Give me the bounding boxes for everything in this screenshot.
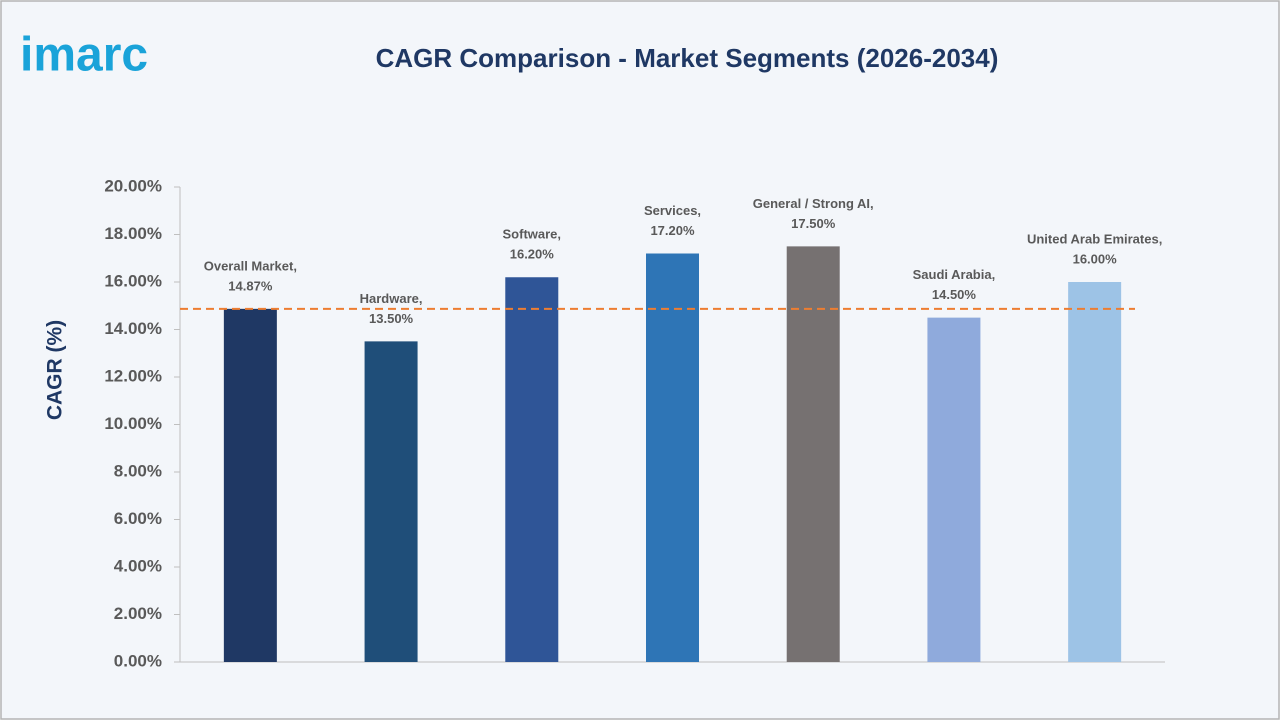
bar <box>786 246 840 662</box>
data-label-value: 14.87% <box>228 278 273 293</box>
data-label-value: 16.20% <box>510 247 555 262</box>
data-label-name: Software, <box>503 227 562 242</box>
y-tick-label: 20.00% <box>104 176 162 195</box>
data-label-name: Services, <box>644 203 701 218</box>
y-tick-label: 16.00% <box>104 271 162 290</box>
logo: imarc <box>20 29 148 82</box>
data-label-name: Overall Market, <box>204 258 297 273</box>
data-label-value: 14.50% <box>932 287 977 302</box>
bar <box>364 341 418 662</box>
y-tick-label: 0.00% <box>114 651 162 670</box>
y-tick-label: 10.00% <box>104 414 162 433</box>
data-label-name: General / Strong AI, <box>753 196 874 211</box>
bar <box>505 277 559 662</box>
y-tick-label: 8.00% <box>114 461 162 480</box>
y-tick-label: 14.00% <box>104 319 162 338</box>
y-tick-label: 6.00% <box>114 509 162 528</box>
y-tick-label: 4.00% <box>114 556 162 575</box>
bar <box>223 308 277 662</box>
chart-title: CAGR Comparison - Market Segments (2026-… <box>376 43 999 73</box>
y-tick-label: 2.00% <box>114 604 162 623</box>
y-tick-label: 12.00% <box>104 366 162 385</box>
bar <box>1068 282 1122 662</box>
data-label-name: Saudi Arabia, <box>913 267 996 282</box>
data-label-value: 13.50% <box>369 311 414 326</box>
data-label-value: 17.50% <box>791 216 836 231</box>
data-label-value: 17.20% <box>650 223 695 238</box>
y-axis-label: CAGR (%) <box>44 320 67 420</box>
data-label-name: Hardware, <box>360 291 423 306</box>
y-tick-label: 18.00% <box>104 224 162 243</box>
bar <box>646 253 699 662</box>
bar <box>927 317 981 662</box>
data-label-value: 16.00% <box>1073 251 1118 266</box>
data-label-name: United Arab Emirates, <box>1027 231 1162 246</box>
